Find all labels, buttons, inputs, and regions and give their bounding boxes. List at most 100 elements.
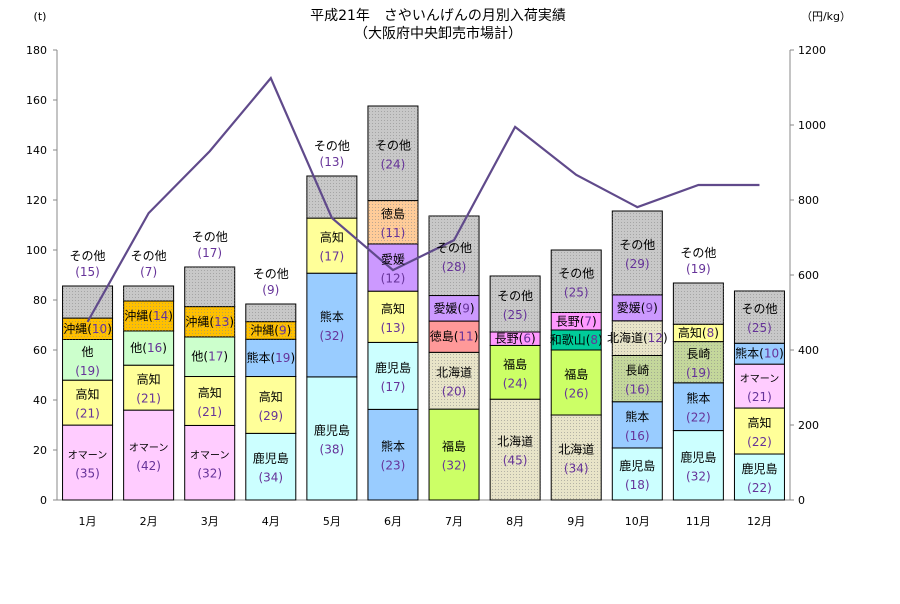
segment-label: 他(17) bbox=[191, 350, 228, 364]
segment-paren-close: ) bbox=[767, 390, 772, 404]
segment-paren-close: ) bbox=[340, 155, 345, 169]
segment-percent: 13 bbox=[324, 155, 339, 169]
segment-percent: 11 bbox=[458, 330, 473, 344]
segment-paren-close: ) bbox=[401, 321, 406, 335]
segment-percent: 10 bbox=[764, 347, 779, 361]
segment-paren-close: ) bbox=[401, 380, 406, 394]
segment-paren-close: ) bbox=[223, 350, 228, 364]
segment-label: 長野(7) bbox=[556, 314, 597, 328]
segment-percent: 7 bbox=[584, 314, 592, 328]
bar-segment-pattern bbox=[734, 291, 784, 343]
x-tick-label: 12月 bbox=[747, 515, 772, 528]
segment-origin: その他 bbox=[70, 249, 106, 263]
segment-percent-wrap: (42) bbox=[136, 459, 161, 473]
segment-paren-close: ) bbox=[523, 454, 528, 468]
segment-origin: その他 bbox=[436, 241, 472, 255]
x-tick-label: 9月 bbox=[567, 515, 585, 528]
segment-percent-wrap: (22) bbox=[747, 435, 772, 449]
segment-paren-close: ) bbox=[470, 301, 475, 315]
segment-origin: 他 bbox=[130, 341, 142, 355]
bar-segment bbox=[429, 409, 479, 500]
segment-percent: 10 bbox=[92, 322, 107, 336]
y2-tick-label: 200 bbox=[798, 419, 819, 432]
segment-percent: 29 bbox=[630, 257, 645, 271]
bar-segment bbox=[63, 425, 113, 500]
segment-origin: その他 bbox=[314, 139, 350, 153]
segment-percent: 28 bbox=[446, 260, 461, 274]
segment-paren-close: ) bbox=[767, 435, 772, 449]
segment-percent-wrap: (12) bbox=[381, 272, 406, 286]
bar-segment-pattern bbox=[551, 250, 601, 313]
segment-percent: 32 bbox=[202, 467, 217, 481]
segment-paren-close: ) bbox=[217, 246, 222, 260]
x-tick-label: 2月 bbox=[140, 515, 158, 528]
y-tick-label: 100 bbox=[26, 244, 47, 257]
segment-percent: 34 bbox=[263, 471, 278, 485]
segment-paren-close: ) bbox=[462, 459, 467, 473]
segment-paren-close: ) bbox=[523, 308, 528, 322]
segment-percent: 17 bbox=[385, 380, 400, 394]
segment-label: 長野(6) bbox=[495, 332, 536, 346]
segment-origin: 北海道 bbox=[436, 365, 472, 380]
segment-percent: 24 bbox=[385, 157, 400, 171]
segment-origin: オマーン bbox=[740, 373, 780, 385]
segment-percent: 25 bbox=[752, 321, 767, 335]
segment-paren-close: ) bbox=[95, 407, 100, 421]
segment-label: 熊本(19) bbox=[246, 350, 295, 365]
segment-paren-close: ) bbox=[162, 341, 167, 355]
segment-paren-close: ) bbox=[645, 257, 650, 271]
segment-percent: 8 bbox=[590, 333, 598, 347]
segment-label: 沖縄(10) bbox=[63, 321, 112, 336]
segment-paren-close: ) bbox=[287, 323, 292, 337]
segment-percent-wrap: (32) bbox=[442, 459, 467, 473]
segment-percent: 21 bbox=[141, 392, 156, 406]
segment-origin: 長野 bbox=[556, 314, 580, 328]
bar-segment bbox=[612, 448, 662, 500]
segment-origin: 愛媛 bbox=[617, 301, 641, 315]
segment-percent: 17 bbox=[324, 250, 339, 264]
segment-paren-close: ) bbox=[217, 405, 222, 419]
segment-origin: 長崎 bbox=[686, 347, 710, 361]
segment-origin: 高知 bbox=[137, 372, 161, 387]
segment-paren-close: ) bbox=[645, 429, 650, 443]
segment-paren-close: ) bbox=[462, 385, 467, 399]
x-tick-label: 5月 bbox=[323, 515, 341, 528]
segment-percent-wrap: (25) bbox=[564, 285, 589, 299]
bars bbox=[63, 106, 785, 500]
segment-paren-close: ) bbox=[706, 469, 711, 483]
segment-origin: 徳島 bbox=[381, 206, 405, 221]
segment-percent-wrap: (29) bbox=[625, 257, 650, 271]
bar-segment-pattern bbox=[551, 415, 601, 500]
y2-tick-label: 800 bbox=[798, 194, 819, 207]
segment-origin: 熊本 bbox=[735, 346, 759, 361]
bar-segment bbox=[673, 431, 723, 500]
segment-origin: その他 bbox=[131, 249, 167, 263]
segment-paren-close: ) bbox=[653, 301, 658, 315]
segment-percent-wrap: (17) bbox=[381, 380, 406, 394]
bar-segment-pattern bbox=[429, 216, 479, 296]
segment-origin: オマーン bbox=[129, 442, 169, 454]
segment-paren-close: ) bbox=[156, 392, 161, 406]
segment-paren-close: ) bbox=[275, 283, 280, 297]
segment-percent: 8 bbox=[707, 326, 715, 340]
segment-percent: 22 bbox=[752, 481, 767, 495]
x-tick-label: 10月 bbox=[625, 515, 650, 528]
segment-percent-wrap: (25) bbox=[503, 308, 528, 322]
segment-percent: 42 bbox=[141, 459, 156, 473]
segment-percent: 19 bbox=[80, 364, 95, 378]
segment-origin: その他 bbox=[375, 138, 411, 152]
y2-tick-label: 400 bbox=[798, 344, 819, 357]
y-tick-label: 160 bbox=[26, 94, 47, 107]
y-tick-label: 20 bbox=[33, 444, 47, 457]
bar-segment-pattern bbox=[673, 283, 723, 324]
x-tick-label: 6月 bbox=[384, 515, 402, 528]
segment-paren-close: ) bbox=[217, 467, 222, 481]
segment-paren-close: ) bbox=[401, 226, 406, 240]
segment-percent: 17 bbox=[202, 246, 217, 260]
segment-percent-wrap: (32) bbox=[197, 467, 222, 481]
segment-percent-wrap: (35) bbox=[75, 467, 100, 481]
segment-percent-wrap: (19) bbox=[75, 364, 100, 378]
segment-paren-close: ) bbox=[107, 322, 112, 336]
segment-paren-close: ) bbox=[340, 329, 345, 343]
segment-paren-close: ) bbox=[592, 314, 597, 328]
